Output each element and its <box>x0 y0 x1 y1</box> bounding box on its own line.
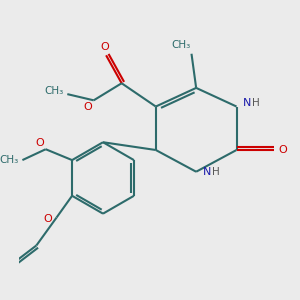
Text: N: N <box>243 98 252 108</box>
Text: O: O <box>100 42 109 52</box>
Text: O: O <box>36 138 44 148</box>
Text: H: H <box>252 98 260 108</box>
Text: O: O <box>84 102 92 112</box>
Text: O: O <box>279 145 287 155</box>
Text: CH₃: CH₃ <box>0 155 19 165</box>
Text: CH₃: CH₃ <box>171 40 190 50</box>
Text: H: H <box>212 167 219 177</box>
Text: N: N <box>203 167 211 177</box>
Text: O: O <box>44 214 52 224</box>
Text: CH₃: CH₃ <box>45 86 64 96</box>
